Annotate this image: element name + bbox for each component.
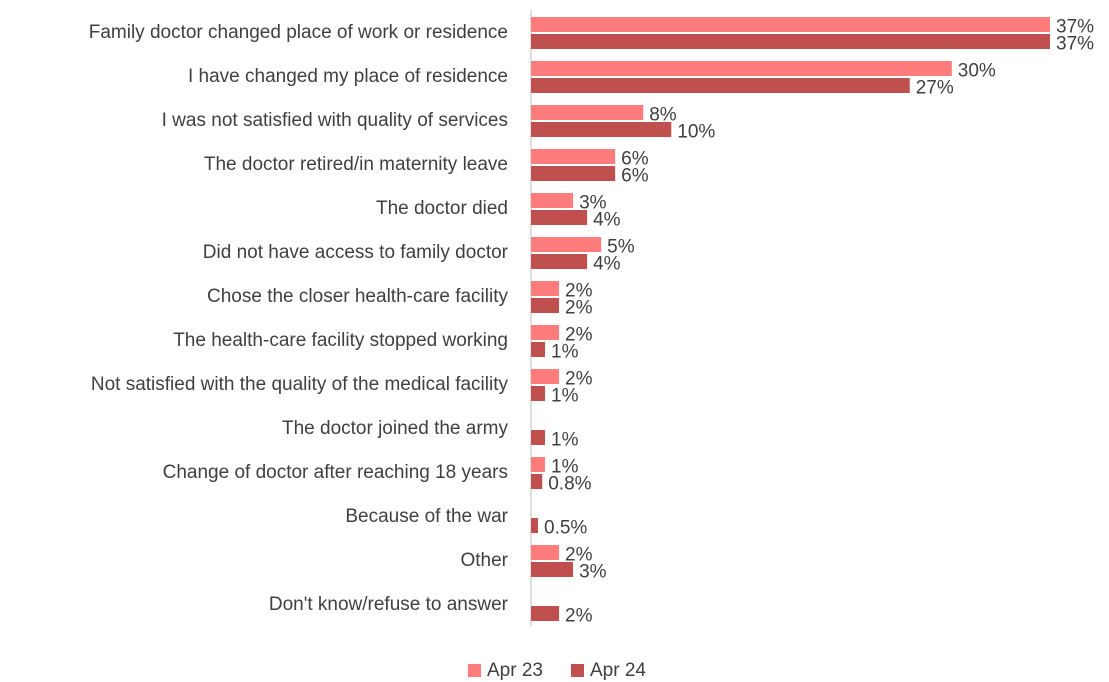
value-label: 2% (565, 325, 593, 346)
bar (531, 342, 546, 357)
bar (531, 122, 672, 137)
value-label: 4% (593, 254, 621, 275)
value-label: 6% (621, 149, 649, 170)
value-label: 1% (551, 342, 579, 363)
category-label: Don't know/refuse to answer (269, 594, 509, 615)
bar (531, 545, 560, 560)
legend-label: Apr 24 (590, 660, 646, 681)
value-label: 10% (677, 122, 715, 143)
bar (531, 105, 644, 120)
bar (531, 166, 616, 181)
category-label: The doctor retired/in maternity leave (204, 154, 508, 175)
value-label: 3% (579, 193, 607, 214)
category-label: The doctor died (376, 198, 508, 219)
value-label: 0.8% (548, 474, 591, 495)
bar (531, 149, 616, 164)
bar (531, 430, 546, 445)
value-label: 3% (579, 562, 607, 583)
value-label: 4% (593, 210, 621, 231)
value-label: 37% (1056, 17, 1094, 38)
category-label: Family doctor changed place of work or r… (89, 22, 508, 43)
bar (531, 281, 560, 296)
value-label: 5% (607, 237, 635, 258)
category-label: The doctor joined the army (282, 418, 509, 439)
bar (531, 254, 588, 269)
legend-swatch (570, 664, 584, 677)
bar (531, 386, 546, 401)
category-label: I was not satisfied with quality of serv… (162, 110, 508, 131)
bar (531, 474, 543, 489)
bar (531, 325, 560, 340)
legend-label: Apr 23 (487, 660, 543, 681)
bar (531, 78, 910, 93)
bar (531, 369, 560, 384)
category-label: The health-care facility stopped working (173, 330, 508, 351)
value-label: 8% (649, 105, 677, 126)
bar (531, 298, 560, 313)
bar (531, 17, 1050, 32)
bar (531, 193, 574, 208)
value-label: 1% (551, 457, 579, 478)
category-label: Did not have access to family doctor (203, 242, 509, 263)
category-label: Change of doctor after reaching 18 years (163, 462, 508, 483)
value-label: 0.5% (544, 518, 587, 539)
value-label: 1% (551, 386, 579, 407)
value-label: 2% (565, 545, 593, 566)
value-label: 2% (565, 606, 593, 627)
value-label: 2% (565, 369, 593, 390)
value-label: 6% (621, 166, 649, 187)
bar (531, 237, 602, 252)
value-label: 30% (958, 61, 996, 82)
legend-swatch (468, 664, 481, 677)
value-label: 2% (565, 298, 593, 319)
category-label: Because of the war (345, 506, 508, 527)
bar (531, 210, 588, 225)
bar (531, 61, 952, 76)
bar (531, 562, 574, 577)
category-label: I have changed my place of residence (188, 66, 508, 87)
bar (531, 606, 560, 621)
bar (531, 34, 1050, 49)
value-label: 2% (565, 281, 593, 302)
category-label: Chose the closer health-care facility (207, 286, 508, 307)
category-label: Not satisfied with the quality of the me… (91, 374, 509, 395)
bar (531, 457, 546, 472)
category-label: Other (460, 550, 508, 571)
value-label: 1% (551, 430, 579, 451)
bar (531, 518, 539, 533)
value-label: 27% (916, 78, 954, 99)
value-label: 37% (1056, 34, 1094, 55)
